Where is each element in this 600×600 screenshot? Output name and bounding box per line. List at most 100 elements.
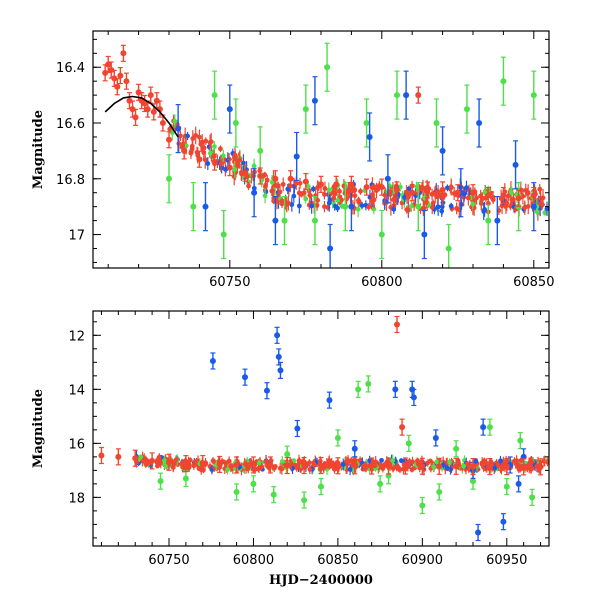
band-point [516,463,522,469]
point-blue [439,147,446,154]
point-red [301,462,308,469]
band-point [439,204,445,210]
band-point [444,465,450,471]
point-red [132,114,139,121]
band-point [161,458,167,463]
point-green [166,175,172,182]
plot-area [98,315,549,542]
band-point [207,150,213,156]
band-point [374,188,379,193]
band-point [402,195,407,200]
point-red [318,181,324,188]
band-point [470,201,476,207]
point-green [190,203,197,210]
band-point [481,208,487,214]
model-curve [104,95,179,138]
band-point [361,463,367,469]
point-red [211,159,218,166]
band-point [293,180,299,186]
band-point [211,144,217,149]
band-point [269,179,275,185]
point-green [415,203,422,210]
band-point [339,197,344,203]
plot-frame [92,30,550,269]
point-green [436,488,443,495]
x-tick-label: 60750 [148,553,189,568]
band-point [405,194,411,200]
point-green [453,445,460,452]
point-green [365,380,372,387]
y-tick-label: 16 [68,437,85,452]
band-point [409,203,414,209]
band-point [277,189,283,195]
point-red [333,181,340,188]
band-point [307,193,313,198]
point-green [281,217,288,224]
band-point [434,459,440,465]
point-blue [327,245,334,252]
plot-area [102,42,549,268]
point-blue [294,425,301,432]
band-point [465,461,470,467]
band-point [527,463,533,469]
band-point [447,459,452,465]
band-point [437,192,443,198]
point-green [419,502,426,509]
band-point [509,196,515,202]
point-green [377,480,384,487]
point-red [378,184,385,191]
band-point [332,466,337,472]
point-red [439,186,446,193]
band-point [262,193,268,199]
band-point [371,184,377,190]
band-point [347,467,353,472]
x-tick-label: 60950 [486,553,527,568]
point-blue [311,97,318,104]
point-red [150,108,157,115]
band-point [143,456,149,462]
band-point [324,463,330,469]
band-point [279,466,285,472]
band-point [309,203,315,209]
point-red [120,50,127,57]
point-blue [326,397,333,404]
point-red [436,463,443,470]
band-point [243,462,249,468]
point-green [302,106,309,113]
band-point [229,464,234,470]
band-point [448,184,454,190]
band-point [170,465,176,470]
point-green [445,245,452,252]
band-point [496,463,501,469]
point-red [334,462,341,469]
point-red [153,97,160,104]
point-green [529,494,536,501]
point-red [385,463,392,470]
band-point [429,204,435,210]
point-red [117,72,124,79]
band-point [197,134,202,140]
band-point [330,190,336,196]
point-blue [175,125,182,132]
band-point [335,205,340,211]
band-point [366,204,372,210]
band-point [367,458,373,463]
band-point [448,203,454,209]
point-green [355,386,362,393]
band-point [291,193,297,199]
band-point [138,454,144,460]
y-tick-label: 16.8 [56,173,85,188]
point-red [537,463,544,470]
band-point [167,126,173,132]
point-red [284,462,291,469]
point-red [132,455,139,462]
band-point [528,457,534,463]
band-point [315,197,321,203]
y-tick-label: 16.4 [56,61,85,76]
point-green [270,491,277,498]
band-point [178,133,183,139]
point-green [470,478,476,485]
point-red [453,463,460,470]
band-point [340,461,346,467]
point-blue [272,217,279,224]
